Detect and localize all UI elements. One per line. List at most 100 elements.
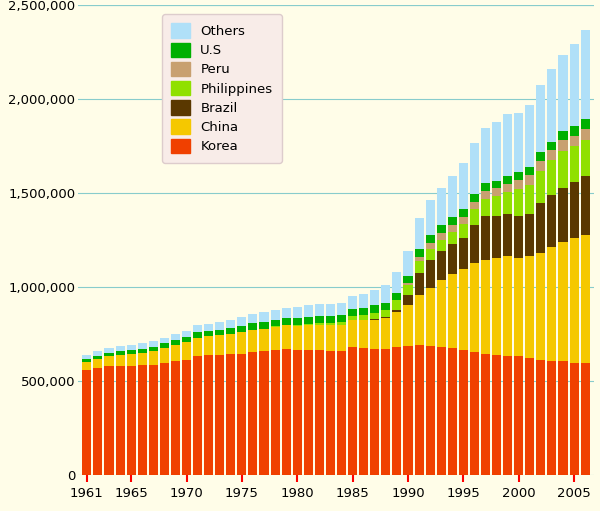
Bar	[403, 305, 413, 346]
Bar	[171, 361, 180, 475]
Bar	[425, 288, 434, 346]
Bar	[370, 349, 379, 475]
Bar	[293, 325, 302, 326]
Bar	[359, 294, 368, 308]
Bar	[514, 180, 523, 189]
Bar	[525, 167, 535, 175]
Bar	[481, 183, 490, 191]
Bar	[481, 216, 490, 260]
Bar	[425, 260, 434, 288]
Bar	[547, 361, 556, 475]
Bar	[281, 308, 291, 318]
Bar	[94, 351, 103, 356]
Bar	[559, 361, 568, 475]
Bar	[536, 171, 545, 202]
Bar	[315, 323, 324, 325]
Bar	[215, 335, 224, 355]
Bar	[425, 200, 434, 235]
Bar	[581, 30, 590, 120]
Bar	[137, 343, 147, 349]
Bar	[459, 350, 468, 475]
Bar	[470, 352, 479, 475]
Bar	[160, 343, 169, 348]
Bar	[525, 185, 535, 214]
Bar	[94, 359, 103, 368]
Bar	[569, 135, 578, 146]
Bar	[271, 327, 280, 351]
Bar	[149, 365, 158, 475]
Bar	[359, 308, 368, 315]
Bar	[248, 352, 257, 475]
Bar	[581, 129, 590, 140]
Bar	[492, 189, 501, 196]
Bar	[359, 348, 368, 475]
Bar	[425, 243, 434, 249]
Bar	[403, 251, 413, 276]
Bar	[448, 232, 457, 244]
Bar	[348, 296, 357, 309]
Bar	[448, 244, 457, 274]
Bar	[536, 85, 545, 152]
Bar	[381, 303, 391, 310]
Bar	[448, 225, 457, 232]
Bar	[481, 354, 490, 475]
Bar	[425, 235, 434, 243]
Bar	[514, 189, 523, 216]
Bar	[370, 313, 379, 319]
Bar	[381, 349, 391, 475]
Bar	[536, 152, 545, 161]
Bar	[293, 307, 302, 318]
Bar	[581, 140, 590, 176]
Bar	[492, 180, 501, 189]
Bar	[492, 258, 501, 355]
Bar	[481, 191, 490, 199]
Bar	[116, 366, 125, 475]
Bar	[514, 356, 523, 475]
Bar	[116, 355, 125, 366]
Bar	[226, 328, 235, 334]
Bar	[459, 208, 468, 217]
Bar	[281, 318, 291, 325]
Bar	[259, 351, 269, 475]
Bar	[238, 326, 247, 332]
Bar	[492, 122, 501, 180]
Bar	[381, 310, 391, 317]
Bar	[182, 360, 191, 475]
Bar	[171, 334, 180, 340]
Bar	[326, 304, 335, 316]
Bar	[160, 338, 169, 343]
Bar	[149, 351, 158, 365]
Bar	[392, 272, 401, 293]
Bar	[160, 348, 169, 363]
Bar	[226, 354, 235, 475]
Bar	[448, 176, 457, 217]
Bar	[238, 332, 247, 354]
Bar	[481, 199, 490, 216]
Bar	[160, 363, 169, 475]
Bar	[137, 365, 147, 475]
Bar	[470, 263, 479, 352]
Bar	[459, 217, 468, 224]
Bar	[215, 330, 224, 335]
Bar	[359, 320, 368, 348]
Bar	[559, 55, 568, 131]
Bar	[547, 247, 556, 361]
Bar	[315, 304, 324, 316]
Bar	[104, 366, 113, 475]
Bar	[392, 310, 401, 312]
Bar	[204, 324, 213, 331]
Bar	[448, 274, 457, 348]
Bar	[492, 355, 501, 475]
Bar	[259, 322, 269, 329]
Bar	[525, 105, 535, 167]
Bar	[248, 323, 257, 330]
Bar	[547, 160, 556, 195]
Bar	[381, 318, 391, 349]
Bar	[470, 194, 479, 202]
Bar	[259, 312, 269, 322]
Bar	[569, 126, 578, 135]
Bar	[182, 342, 191, 360]
Bar	[281, 350, 291, 475]
Bar	[370, 319, 379, 349]
Bar	[348, 347, 357, 475]
